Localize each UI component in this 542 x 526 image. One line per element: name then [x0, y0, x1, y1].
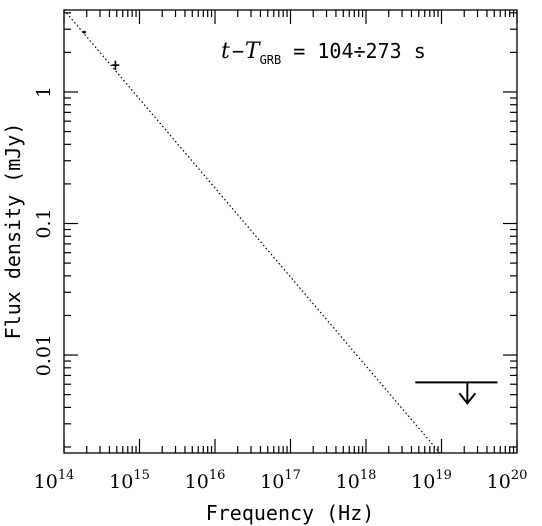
y-tick-label: 0.1	[33, 208, 55, 238]
x-axis-label: Frequency (Hz)	[206, 501, 375, 525]
x-tick-label: 1020	[487, 468, 528, 493]
x-tick-label: 1016	[185, 468, 226, 493]
chart-marks	[63, 9, 498, 454]
axis-ticks	[63, 10, 518, 453]
x-tick-label: 1017	[260, 468, 301, 493]
x-tick-labels: 1014 1015 1016 1017 1018 1019 1020	[34, 468, 528, 493]
upper-limit-arrow-head	[458, 392, 477, 405]
x-tick-label: 1014	[34, 468, 75, 493]
y-tick-labels: 1 0.1 0.01	[33, 86, 55, 376]
x-tick-label: 1015	[109, 468, 150, 493]
power-law-fit-line	[63, 9, 441, 454]
y-axis-label: Flux density (mJy)	[1, 123, 25, 340]
time-interval-annotation: t −TGRB = 104÷273 s	[221, 39, 426, 67]
plot-frame	[63, 9, 518, 454]
x-tick-label: 1019	[411, 468, 452, 493]
x-tick-label: 1018	[336, 468, 377, 493]
y-tick-label: 0.01	[33, 334, 55, 376]
y-tick-label: 1	[33, 86, 55, 98]
